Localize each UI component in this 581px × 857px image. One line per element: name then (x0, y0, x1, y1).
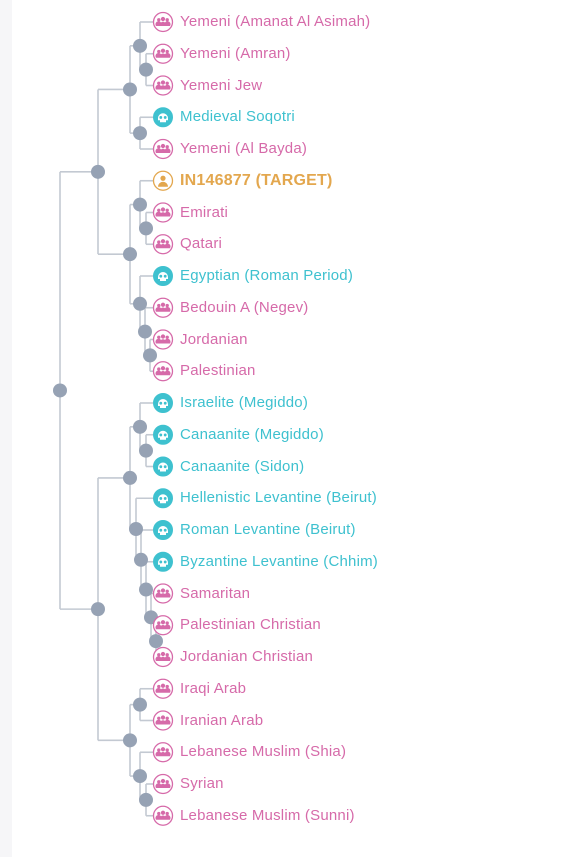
population-label[interactable]: Lebanese Muslim (Sunni) (180, 806, 355, 824)
people-group-icon (152, 805, 174, 826)
branch-node (129, 522, 143, 537)
population-label[interactable]: Iraqi Arab (180, 679, 247, 697)
population-label[interactable]: Jordanian (180, 330, 248, 348)
branch-node (53, 383, 67, 398)
people-group-icon (152, 678, 174, 699)
people-group-icon (152, 615, 174, 636)
people-group-icon (152, 43, 174, 64)
people-group-icon (152, 583, 174, 604)
people-group-icon (152, 138, 174, 160)
branch-nodes (53, 38, 163, 807)
person-icon (152, 170, 174, 191)
branch-node (138, 324, 152, 339)
population-label[interactable]: Qatari (180, 235, 223, 253)
skull-icon (153, 488, 173, 509)
people-group-icon (152, 11, 174, 33)
population-label[interactable]: Israelite (Megiddo) (180, 394, 309, 411)
branch-node (133, 769, 147, 784)
people-group-icon (152, 646, 174, 668)
skull-icon (153, 393, 173, 413)
population-label[interactable]: Roman Levantine (Beirut) (180, 521, 356, 538)
branch-node (123, 82, 137, 97)
branch-node (123, 247, 137, 262)
branch-node (133, 38, 147, 53)
skull-icon (153, 551, 173, 572)
population-label[interactable]: Yemeni (Al Bayda) (180, 140, 308, 157)
population-label[interactable]: Byzantine Levantine (Chhim) (180, 552, 378, 570)
branch-node (143, 348, 157, 363)
branch-node (139, 582, 153, 597)
branch-node (133, 419, 147, 434)
population-label[interactable]: Lebanese Muslim (Shia) (180, 743, 347, 761)
people-group-icon (152, 75, 174, 96)
branch-node (123, 733, 137, 748)
population-label[interactable]: Samaritan (180, 584, 251, 602)
people-group-icon (152, 742, 174, 763)
branch-node (91, 602, 105, 617)
branch-node (91, 164, 105, 179)
people-group-icon (152, 297, 174, 318)
population-label[interactable]: Palestinian (180, 362, 256, 380)
branch-node (139, 221, 153, 236)
leaf-icons (152, 11, 174, 826)
branch-node (133, 126, 147, 141)
population-label[interactable]: Canaanite (Megiddo) (180, 425, 324, 443)
skull-icon (153, 520, 173, 540)
branch-node (139, 62, 153, 77)
people-group-icon (152, 329, 174, 350)
target-label[interactable]: IN146877 (TARGET) (180, 171, 333, 189)
population-label[interactable]: Bedouin A (Negev) (180, 298, 309, 316)
branch-node (133, 296, 147, 311)
population-label[interactable]: Emirati (180, 203, 229, 221)
skull-icon (153, 456, 173, 477)
people-group-icon (152, 710, 174, 731)
skull-icon (153, 266, 173, 286)
skull-icon (153, 107, 173, 128)
population-label[interactable]: Jordanian Christian (180, 648, 314, 665)
branch-node (139, 443, 153, 458)
people-group-icon (152, 234, 174, 255)
population-label[interactable]: Yemeni (Amanat Al Asimah) (180, 13, 371, 30)
people-group-icon (152, 773, 174, 795)
population-label[interactable]: Medieval Soqotri (180, 108, 295, 126)
branch-node (133, 197, 147, 212)
population-label[interactable]: Syrian (180, 775, 224, 792)
population-label[interactable]: Canaanite (Sidon) (180, 457, 305, 475)
population-label[interactable]: Yemeni (Amran) (180, 44, 291, 62)
branch-node (133, 697, 147, 712)
branch-lines (59, 21, 157, 817)
tree-panel (12, 0, 581, 857)
people-group-icon (152, 361, 174, 382)
people-group-icon (152, 202, 174, 223)
branch-node (134, 552, 148, 567)
population-label[interactable]: Hellenistic Levantine (Beirut) (180, 489, 377, 507)
population-label[interactable]: Palestinian Christian (180, 616, 321, 634)
population-label[interactable]: Egyptian (Roman Period) (180, 267, 354, 284)
branch-node (139, 792, 153, 807)
population-label[interactable]: Iranian Arab (180, 711, 264, 729)
branch-node (123, 470, 137, 485)
population-label[interactable]: Yemeni Jew (180, 76, 263, 94)
branch-node (149, 634, 163, 649)
skull-icon (153, 424, 173, 445)
